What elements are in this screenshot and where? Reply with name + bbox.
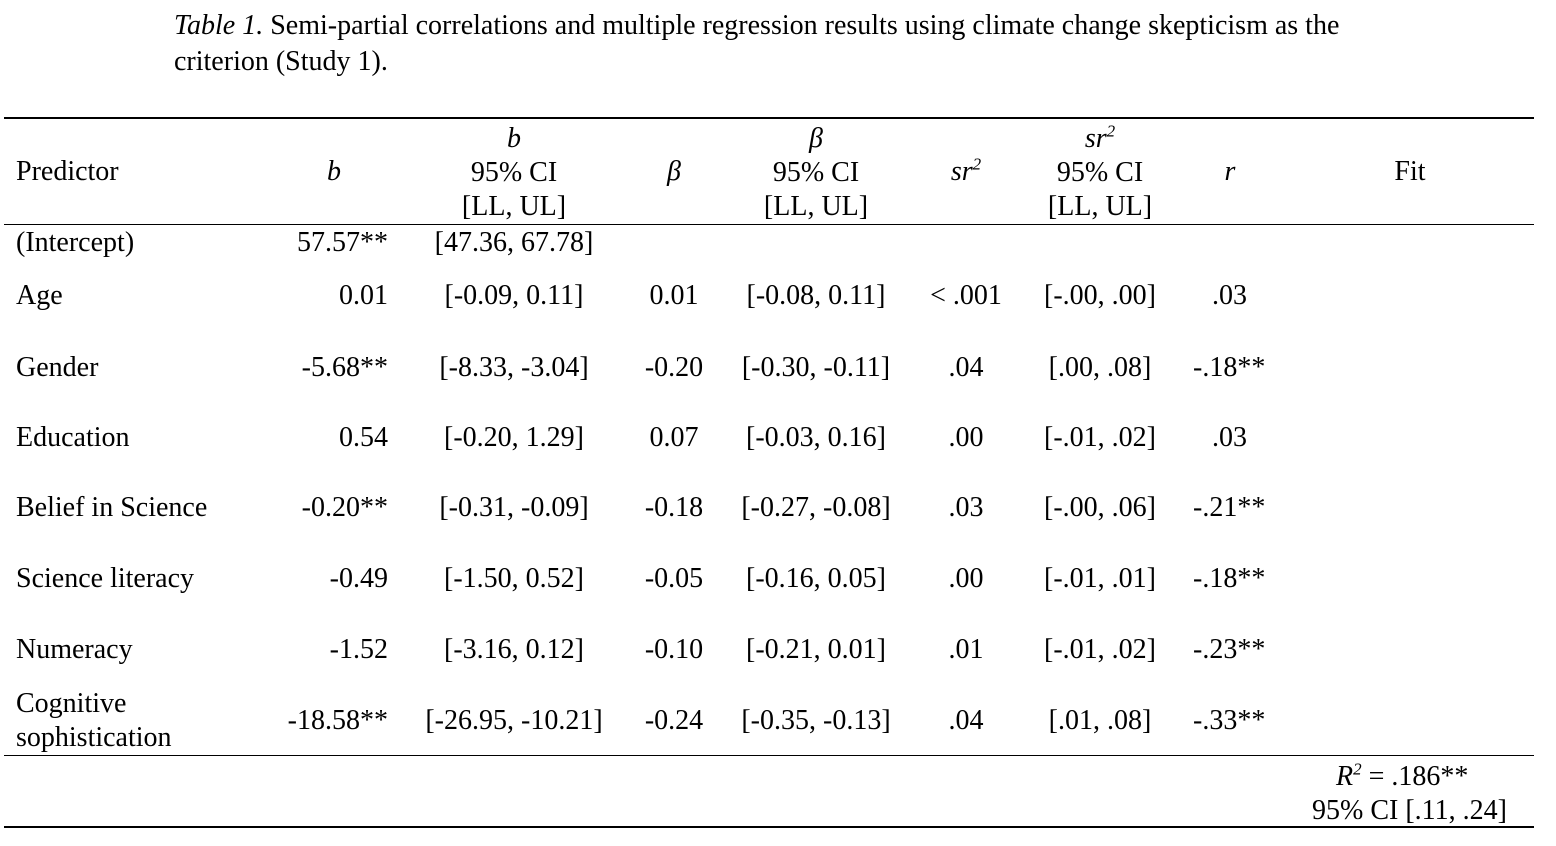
cell-beta-ci: [-0.08, 0.11] [746, 280, 886, 311]
cell-beta: 0.01 [649, 280, 699, 311]
header-beta: β [667, 156, 681, 187]
header-sr2-base: sr [950, 156, 973, 187]
table-header-rule [4, 224, 1534, 225]
cell-b: -0.49 [329, 563, 388, 594]
header-sr2-ci: sr2 95% CI [LL, UL] [1000, 122, 1200, 224]
cell-b-ci: [47.36, 67.78] [434, 227, 594, 258]
cell-b-ci: [-8.33, -3.04] [439, 352, 589, 383]
cell-predictor: Age [16, 280, 63, 311]
cell-b: -0.20** [301, 492, 388, 523]
cell-predictor: Numeracy [16, 634, 133, 665]
cell-b-ci: [-26.95, -10.21] [425, 705, 603, 736]
header-r: r [1224, 156, 1236, 187]
fit-r2-sup: 2 [1353, 759, 1362, 779]
header-beta-ci-symbol: β [809, 123, 823, 154]
header-fit: Fit [1394, 156, 1426, 187]
cell-b: 0.54 [339, 422, 388, 453]
cell-sr2-ci: [-.01, .01] [1044, 563, 1156, 594]
cell-b-ci: [-0.09, 0.11] [444, 280, 584, 311]
table-body-rule [4, 755, 1534, 756]
cell-b: 0.01 [339, 280, 388, 311]
table-bottom-rule [4, 826, 1534, 828]
fit-r2: R2 = .186** [1336, 760, 1468, 794]
cell-sr2: .04 [948, 352, 984, 383]
cell-sr2: .01 [948, 634, 984, 665]
cell-b-ci: [-3.16, 0.12] [444, 634, 584, 665]
cell-r: .03 [1212, 422, 1247, 453]
cell-predictor: Education [16, 422, 130, 453]
cell-sr2: .03 [948, 492, 984, 523]
cell-beta: -0.05 [644, 563, 704, 594]
cell-b-ci: [-1.50, 0.52] [444, 563, 584, 594]
header-sr2-ci-base: sr [1084, 123, 1107, 154]
header-sr2-ci-sup: 2 [1106, 121, 1116, 141]
cell-sr2: .00 [948, 422, 984, 453]
table-caption-text: Semi-partial correlations and multiple r… [174, 10, 1340, 77]
header-b-ci: b 95% CI [LL, UL] [414, 122, 614, 224]
cell-beta: -0.18 [644, 492, 704, 523]
fit-r2-value: = .186** [1361, 761, 1469, 792]
cell-predictor-line-1: Cognitive [16, 688, 127, 719]
header-sr2-ci-symbol: sr2 [1000, 122, 1200, 156]
cell-sr2-ci: [.01, .08] [1048, 705, 1152, 736]
table-top-rule [4, 117, 1534, 119]
cell-sr2: < .001 [930, 280, 1002, 311]
header-sr2-sup: 2 [972, 154, 982, 174]
table-caption-label: Table 1. [174, 10, 264, 41]
cell-beta: 0.07 [649, 422, 699, 453]
cell-b: -1.52 [329, 634, 388, 665]
fit-r2-symbol: R [1336, 761, 1354, 792]
cell-b: 57.57** [297, 227, 388, 258]
cell-beta-ci: [-0.30, -0.11] [741, 352, 891, 383]
header-sr2: sr2 [926, 155, 1006, 189]
cell-beta-ci: [-0.16, 0.05] [746, 563, 886, 594]
header-beta-ci-bounds: [LL, UL] [763, 191, 869, 222]
cell-sr2: .04 [948, 705, 984, 736]
header-b-ci-symbol: b [507, 123, 521, 154]
cell-b: -18.58** [287, 705, 388, 736]
cell-b-ci: [-0.31, -0.09] [439, 492, 589, 523]
header-b-ci-label: 95% CI [470, 157, 558, 188]
header-beta-ci: β 95% CI [LL, UL] [716, 122, 916, 224]
cell-r: -.23** [1193, 634, 1266, 665]
cell-r: .03 [1212, 280, 1247, 311]
header-beta-ci-label: 95% CI [772, 157, 860, 188]
header-b: b [327, 156, 341, 187]
cell-predictor: Gender [16, 352, 99, 383]
cell-b: -5.68** [301, 352, 388, 383]
cell-predictor: Cognitive sophistication [16, 687, 172, 755]
cell-beta-ci: [-0.27, -0.08] [741, 492, 891, 523]
header-sr2-ci-bounds: [LL, UL] [1047, 191, 1153, 222]
fit-ci: 95% CI [.11, .24] [1312, 795, 1507, 826]
cell-beta: -0.10 [644, 634, 704, 665]
cell-sr2-ci: [-.00, .06] [1044, 492, 1156, 523]
cell-beta-ci: [-0.03, 0.16] [746, 422, 886, 453]
cell-predictor-line-2: sophistication [16, 722, 172, 753]
table-caption: Table 1. Semi-partial correlations and m… [174, 8, 1374, 80]
cell-beta-ci: [-0.21, 0.01] [746, 634, 886, 665]
cell-sr2-ci: [-.01, .02] [1044, 422, 1156, 453]
cell-sr2-ci: [-.00, .00] [1044, 280, 1156, 311]
cell-beta: -0.24 [644, 705, 704, 736]
cell-predictor: Belief in Science [16, 492, 208, 523]
cell-sr2-ci: [.00, .08] [1048, 352, 1152, 383]
cell-sr2: .00 [948, 563, 984, 594]
cell-beta: -0.20 [644, 352, 704, 383]
header-b-ci-bounds: [LL, UL] [461, 191, 567, 222]
cell-r: -.18** [1193, 352, 1266, 383]
cell-r: -.21** [1193, 492, 1266, 523]
cell-predictor: (Intercept) [16, 227, 135, 258]
cell-beta-ci: [-0.35, -0.13] [741, 705, 891, 736]
cell-r: -.18** [1193, 563, 1266, 594]
header-sr2-ci-label: 95% CI [1056, 157, 1144, 188]
cell-b-ci: [-0.20, 1.29] [444, 422, 584, 453]
header-predictor: Predictor [16, 156, 119, 187]
cell-r: -.33** [1193, 705, 1266, 736]
cell-sr2-ci: [-.01, .02] [1044, 634, 1156, 665]
cell-predictor: Science literacy [16, 563, 195, 594]
